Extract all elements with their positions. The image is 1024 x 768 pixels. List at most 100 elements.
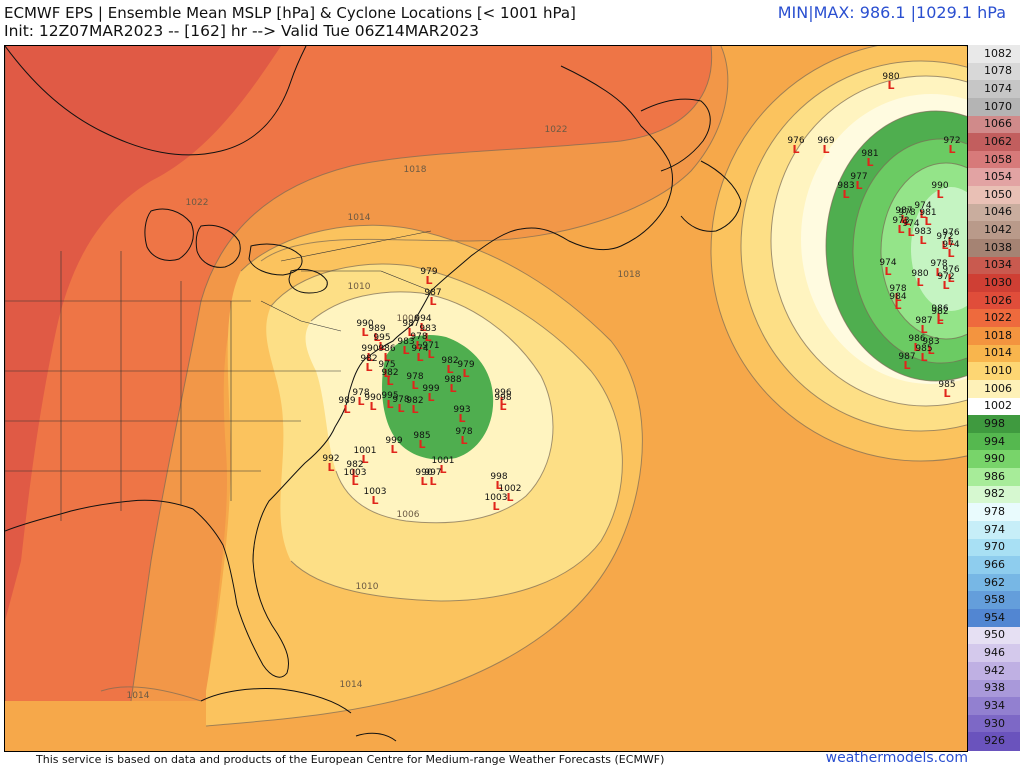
cyclone-pressure-label: 979	[420, 267, 437, 277]
colorbar-label-926: 926	[984, 734, 1005, 748]
cyclone-low-marker: L	[947, 235, 954, 248]
colorbar-label-1030: 1030	[984, 275, 1012, 289]
cyclone-low-marker: L	[378, 340, 385, 353]
cyclone-low-marker: L	[936, 311, 943, 324]
cyclone-pressure-label: 978	[406, 372, 423, 382]
colorbar-swatch-958	[968, 591, 1020, 610]
colorbar-swatch-1030	[968, 274, 1020, 293]
colorbar-label-1066: 1066	[984, 117, 1012, 131]
cyclone-low-marker: L	[402, 344, 409, 357]
pressure-map: 1022 1018 1022 1014 1010 1006 1018 1006 1010 1014…	[5, 46, 967, 751]
cyclone-pressure-label: 974	[411, 344, 428, 354]
cyclone-pressure-label: 989	[338, 396, 355, 406]
colorbar-label-1058: 1058	[984, 152, 1012, 166]
colorbar-swatch-938	[968, 679, 1020, 698]
cyclone-pressure-label: 978	[410, 332, 427, 342]
cyclone-pressure-label: 987	[402, 319, 419, 329]
ecmwf-credit: This service is based on data and produc…	[36, 753, 665, 766]
colorbar-label-970: 970	[984, 540, 1005, 554]
cyclone-low-marker: L	[427, 391, 434, 404]
colorbar-label-1078: 1078	[984, 64, 1012, 78]
colorbar-swatch-970	[968, 538, 1020, 557]
cyclone-pressure-label: 1001	[432, 456, 455, 466]
cyclone-pressure-label: 976	[942, 265, 959, 275]
colorbar-label-1014: 1014	[984, 346, 1012, 360]
cyclone-low-marker: L	[935, 266, 942, 279]
cyclone-low-marker: L	[351, 475, 358, 488]
colorbar-label-1006: 1006	[984, 381, 1012, 395]
isobar-label: 1022	[545, 125, 568, 135]
cyclone-low-marker: L	[900, 213, 907, 226]
cyclone-low-marker: L	[947, 247, 954, 260]
cyclone-low-marker: L	[420, 475, 427, 488]
colorbar-label-1062: 1062	[984, 134, 1012, 148]
cyclone-pressure-label: 974	[942, 240, 959, 250]
cyclone-low-marker: L	[411, 379, 418, 392]
cyclone-low-marker: L	[920, 351, 927, 364]
cyclone-low-marker: L	[866, 156, 873, 169]
colorbar-label-942: 942	[984, 663, 1005, 677]
cyclone-low-marker: L	[397, 402, 404, 415]
cyclone-pressure-label: 974	[902, 219, 919, 229]
cyclone-low-marker: L	[383, 351, 390, 364]
cyclone-pressure-label: 982	[381, 368, 398, 378]
colorbar-label-1042: 1042	[984, 223, 1012, 237]
colorbar-label-990: 990	[984, 452, 1005, 466]
init-valid-time: Init: 12Z07MAR2023 -- [162] hr --> Valid…	[4, 22, 479, 40]
colorbar-swatch-982	[968, 485, 1020, 504]
brand-link[interactable]: weathermodels.com	[825, 750, 968, 766]
colorbar-label-1038: 1038	[984, 240, 1012, 254]
cyclone-low-marker: L	[920, 323, 927, 336]
cyclone-low-marker: L	[792, 143, 799, 156]
isobar-label: 1010	[356, 582, 379, 592]
cyclone-pressure-label: 1003	[344, 468, 367, 478]
colorbar-swatch-1010	[968, 362, 1020, 381]
cyclone-pressure-label: 978	[352, 388, 369, 398]
colorbar-swatch-1034	[968, 256, 1020, 275]
colorbar-swatch-926	[968, 732, 1020, 751]
colorbar-swatch-1018	[968, 327, 1020, 346]
colorbar-label-954: 954	[984, 610, 1005, 624]
colorbar-label-938: 938	[984, 681, 1005, 695]
cyclone-markers: 980L976L969L972L981L977L983L990L974L987L…	[322, 72, 960, 513]
cyclone-low-marker: L	[884, 265, 891, 278]
colorbar-swatch-954	[968, 609, 1020, 628]
cyclone-low-marker: L	[429, 295, 436, 308]
cyclone-pressure-label: 979	[457, 360, 474, 370]
cyclone-pressure-label: 982	[346, 460, 363, 470]
colorbar-label-1046: 1046	[984, 205, 1012, 219]
cyclone-low-marker: L	[495, 479, 502, 492]
colorbar-label-930: 930	[984, 716, 1005, 730]
colorbar-swatch-1066	[968, 115, 1020, 134]
colorbar-label-998: 998	[984, 416, 1005, 430]
cyclone-pressure-label: 972	[936, 232, 953, 242]
cyclone-pressure-label: 1001	[354, 446, 377, 456]
colorbar-label-966: 966	[984, 557, 1005, 571]
colorbar-swatch-930	[968, 714, 1020, 733]
cyclone-pressure-label: 987	[424, 288, 441, 298]
isobar-label: 1006	[397, 510, 420, 520]
cyclone-low-marker: L	[924, 215, 931, 228]
cyclone-pressure-label: 974	[914, 201, 931, 211]
cyclone-low-marker: L	[462, 367, 469, 380]
colorbar-swatch-934	[968, 697, 1020, 716]
colorbar-swatch-1014	[968, 344, 1020, 363]
cyclone-pressure-label: 990	[361, 344, 378, 354]
cyclone-pressure-label: 983	[397, 337, 414, 347]
cyclone-low-marker: L	[427, 348, 434, 361]
colorbar-swatch-1046	[968, 203, 1020, 222]
cyclone-pressure-label: 981	[861, 149, 878, 159]
colorbar-label-1026: 1026	[984, 293, 1012, 307]
cyclone-low-marker: L	[942, 279, 949, 292]
cyclone-low-marker: L	[919, 208, 926, 221]
cyclone-pressure-label: 972	[943, 136, 960, 146]
colorbar-swatch-966	[968, 556, 1020, 575]
cyclone-pressure-label: 999	[385, 436, 402, 446]
cyclone-low-marker: L	[383, 367, 390, 380]
cyclone-low-marker: L	[343, 403, 350, 416]
colorbar-label-934: 934	[984, 698, 1005, 712]
cyclone-pressure-label: 990	[931, 181, 948, 191]
cyclone-pressure-label: 993	[453, 405, 470, 415]
colorbar-label-1022: 1022	[984, 311, 1012, 325]
isobar-region-998	[382, 335, 494, 460]
